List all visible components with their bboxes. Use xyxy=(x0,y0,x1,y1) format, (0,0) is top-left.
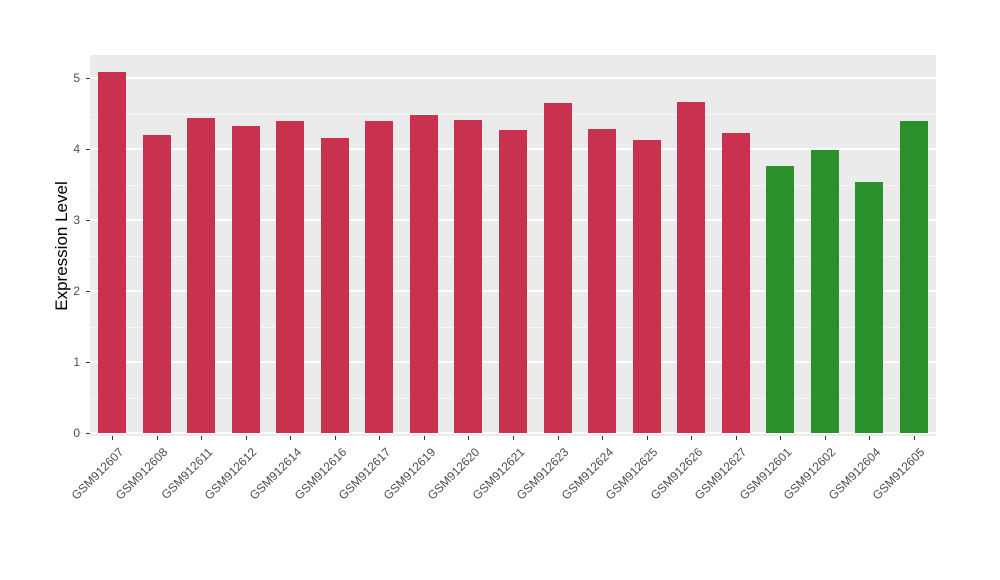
x-tick-mark xyxy=(156,436,158,440)
bar-GSM912614 xyxy=(276,121,305,433)
x-tick-mark xyxy=(780,436,782,440)
bar-GSM912602 xyxy=(810,150,839,433)
y-tick-label-3: 3 xyxy=(73,213,80,227)
bar-GSM912619 xyxy=(409,114,438,433)
y-tick-label-0: 0 xyxy=(73,426,80,440)
bar-GSM912612 xyxy=(231,125,260,433)
x-tick-mark xyxy=(290,436,292,440)
bar-GSM912623 xyxy=(543,102,572,433)
x-tick-mark xyxy=(557,436,559,440)
x-tick-mark xyxy=(379,436,381,440)
x-tick-mark xyxy=(602,436,604,440)
x-tick-mark xyxy=(245,436,247,440)
x-tick-mark xyxy=(468,436,470,440)
y-tick-mark xyxy=(86,433,90,434)
bar-GSM912627 xyxy=(721,133,750,433)
bar-GSM912617 xyxy=(365,121,394,433)
gridline-minor xyxy=(90,113,936,115)
y-tick-mark xyxy=(86,149,90,150)
y-tick-label-5: 5 xyxy=(73,71,80,85)
y-tick-mark xyxy=(86,362,90,363)
x-tick-mark xyxy=(201,436,203,440)
x-tick-mark xyxy=(691,436,693,440)
bar-GSM912621 xyxy=(499,129,527,433)
bar-GSM912624 xyxy=(588,129,617,433)
y-tick-label-2: 2 xyxy=(73,284,80,298)
x-tick-mark xyxy=(423,436,425,440)
bar-GSM912626 xyxy=(677,102,706,433)
x-tick-mark xyxy=(334,436,336,440)
bar-GSM912620 xyxy=(454,119,483,433)
bar-GSM912608 xyxy=(142,134,171,433)
x-tick-mark xyxy=(735,436,737,440)
gridline-major xyxy=(90,77,936,79)
bar-GSM912611 xyxy=(187,118,216,433)
x-tick-mark xyxy=(913,436,915,440)
bar-GSM912607 xyxy=(98,72,127,433)
bar-GSM912601 xyxy=(766,166,795,433)
y-tick-mark xyxy=(86,78,90,79)
x-tick-mark xyxy=(869,436,871,440)
x-tick-mark xyxy=(824,436,826,440)
x-tick-mark xyxy=(646,436,648,440)
bar-GSM912605 xyxy=(899,121,928,433)
y-tick-label-4: 4 xyxy=(73,142,80,156)
y-tick-mark xyxy=(86,220,90,221)
bar-GSM912625 xyxy=(632,139,661,433)
plot-panel xyxy=(90,55,936,436)
y-tick-mark xyxy=(86,291,90,292)
bar-GSM912604 xyxy=(855,182,884,433)
bar-GSM912616 xyxy=(320,137,349,433)
y-tick-label-1: 1 xyxy=(73,355,80,369)
x-tick-mark xyxy=(513,436,514,440)
x-tick-mark xyxy=(112,436,114,440)
